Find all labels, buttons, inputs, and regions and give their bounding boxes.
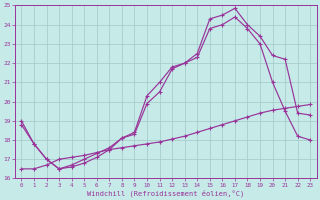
X-axis label: Windchill (Refroidissement éolien,°C): Windchill (Refroidissement éolien,°C)	[87, 189, 244, 197]
